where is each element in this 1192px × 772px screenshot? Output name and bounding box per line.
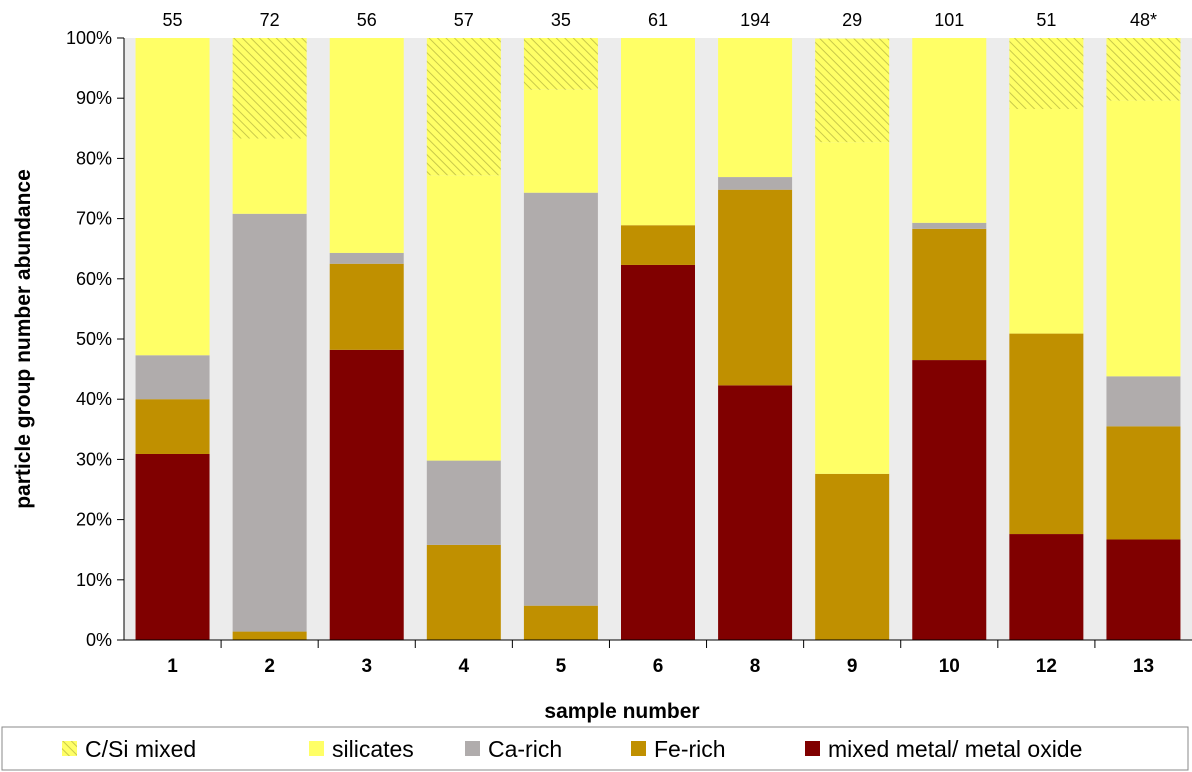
sample-count-label: 194 [740,10,770,30]
bar-segment [1009,333,1084,535]
bar-segment [426,460,501,545]
bar-segment [1009,534,1084,640]
sample-count-label: 72 [260,10,280,30]
legend-label: silicates [332,736,414,762]
y-tick-label: 10% [76,570,112,590]
y-tick-label: 80% [76,148,112,168]
legend-label: Fe-rich [654,736,726,762]
bar-segment [1106,38,1181,101]
bar-segment [232,138,307,214]
bar-segment [621,225,695,265]
bar-segment [1106,426,1181,540]
labels-group: 15527235645753566181949291010112511348*0… [66,10,1157,677]
x-tick-label: 6 [653,656,664,677]
y-tick-label: 30% [76,449,112,469]
bar-segment [232,213,307,632]
sample-count-label: 56 [357,10,377,30]
bar-segment [135,453,210,640]
bar-segment [135,399,210,454]
bar-segment [329,38,404,253]
bar-segment [912,38,987,223]
legend-label: Ca-rich [488,736,562,762]
bar-segment [1106,100,1181,377]
legend-swatch [309,741,324,756]
x-tick-label: 1 [167,656,178,677]
legend: C/Si mixed silicates Ca-rich Fe-rich mixed m… [62,736,1082,762]
bar-segment [912,228,987,361]
y-tick-label: 60% [76,269,112,289]
bar-segment [329,252,404,264]
sample-count-label: 101 [934,10,964,30]
y-tick-label: 90% [76,88,112,108]
bar-segment [523,192,598,606]
sample-count-label: 61 [648,10,668,30]
sample-count-label: 35 [551,10,571,30]
legend-swatch [631,741,646,756]
sample-count-label: 29 [842,10,862,30]
x-tick-label: 4 [459,656,470,677]
bar-segment [718,385,793,640]
y-tick-label: 0% [86,630,112,650]
legend-box [1,726,1189,771]
bar-segment [1106,376,1181,427]
bar-segment [426,544,501,640]
bar-segment [135,38,210,356]
bar-segment [329,263,404,350]
bar-segment [1009,38,1084,110]
x-axis-title: sample number [544,700,699,723]
bar-segment [718,177,793,190]
y-tick-label: 20% [76,510,112,530]
y-axis-title: particle group number abundance [12,169,35,509]
x-tick-label: 3 [361,656,372,677]
bar-segment [426,175,501,461]
legend-label: C/Si mixed [85,736,196,762]
bar-segment [426,38,501,176]
bar-segment [232,38,307,139]
legend-swatch [805,741,820,756]
legend-label: mixed metal/ metal oxide [828,736,1082,762]
bar-segment [523,38,598,90]
x-tick-label: 10 [939,656,960,677]
legend-swatch [62,741,77,756]
bar-segment [523,89,598,193]
bar-segment [718,189,793,386]
axes-group [117,37,1192,648]
bar-segment [621,264,695,640]
bar-segment [912,222,987,229]
bar-segment [1106,539,1181,640]
x-tick-label: 9 [847,656,858,677]
y-tick-label: 70% [76,209,112,229]
sample-count-label: 51 [1036,10,1056,30]
sample-count-label: 57 [454,10,474,30]
sample-count-label: 55 [163,10,183,30]
legend-swatch [465,741,480,756]
bar-segment [232,631,307,640]
bar-segment [1009,109,1084,334]
bar-segment [912,360,987,640]
x-tick-label: 8 [750,656,761,677]
x-tick-label: 2 [264,656,275,677]
bar-segment [329,349,404,640]
bar-segment [815,142,890,474]
x-tick-label: 13 [1133,656,1154,677]
bar-segment [135,355,210,400]
x-tick-label: 5 [556,656,567,677]
bar-segment [718,38,793,178]
bar-segment [815,473,890,640]
sample-count-label: 48* [1130,10,1157,30]
bar-segment [815,38,890,143]
bar-segment [621,38,695,226]
x-tick-label: 12 [1036,656,1057,677]
y-tick-label: 40% [76,389,112,409]
y-tick-label: 50% [76,329,112,349]
bar-segment [523,605,598,640]
bars-group [135,38,1181,640]
y-tick-label: 100% [66,28,112,48]
